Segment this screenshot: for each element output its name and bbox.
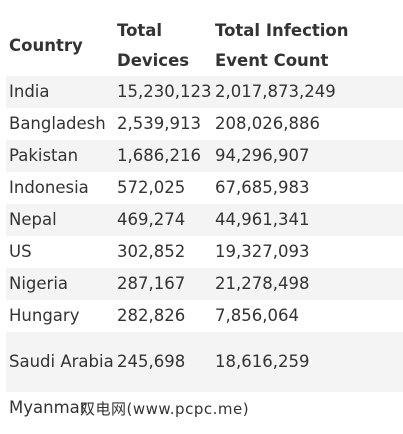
header-infection-count: Total Infection Event Count — [212, 16, 403, 76]
country-cell: Hungary — [6, 300, 114, 332]
table-row: Pakistan 1,686,216 94,296,907 — [6, 140, 403, 172]
infection-count-cell: 21,278,498 — [212, 268, 403, 300]
country-cell: Indonesia — [6, 172, 114, 204]
country-cell: Bangladesh — [6, 108, 114, 140]
table-row: Nigeria 287,167 21,278,498 — [6, 268, 403, 300]
devices-cell: 2,539,913 — [114, 108, 212, 140]
infection-count-cell: 19,327,093 — [212, 236, 403, 268]
country-cell: US — [6, 236, 114, 268]
devices-cell: 245,698 — [114, 332, 212, 392]
infection-count-cell: 44,961,341 — [212, 204, 403, 236]
table-row: Bangladesh 2,539,913 208,026,886 — [6, 108, 403, 140]
header-total-devices: Total Devices — [114, 16, 212, 76]
infection-count-cell: 208,026,886 — [212, 108, 403, 140]
devices-cell: 1,686,216 — [114, 140, 212, 172]
table-row: India 15,230,123 2,017,873,249 — [6, 76, 403, 108]
country-cell: Myanmar — [6, 392, 114, 424]
site-watermark: 双电网(www.pcpc.me) — [80, 400, 250, 418]
devices-cell: 302,852 — [114, 236, 212, 268]
devices-cell: 282,826 — [114, 300, 212, 332]
table-row: Saudi Arabia 245,698 18,616,259 — [6, 332, 403, 392]
header-country: Country — [6, 16, 114, 76]
country-cell: Saudi Arabia — [6, 332, 114, 392]
infection-count-cell — [212, 392, 403, 424]
table-row: Indonesia 572,025 67,685,983 — [6, 172, 403, 204]
country-cell: Pakistan — [6, 140, 114, 172]
table-header-row: Country Total Devices Total Infection Ev… — [6, 16, 403, 76]
table-row: Hungary 282,826 7,856,064 — [6, 300, 403, 332]
infection-count-cell: 18,616,259 — [212, 332, 403, 392]
country-cell: India — [6, 76, 114, 108]
country-cell: Nepal — [6, 204, 114, 236]
table-row: US 302,852 19,327,093 — [6, 236, 403, 268]
infection-count-cell: 67,685,983 — [212, 172, 403, 204]
devices-cell: 469,274 — [114, 204, 212, 236]
infection-count-cell: 7,856,064 — [212, 300, 403, 332]
infection-count-cell: 94,296,907 — [212, 140, 403, 172]
table-row: Myanmar — [6, 392, 403, 424]
devices-cell: 287,167 — [114, 268, 212, 300]
devices-cell: 572,025 — [114, 172, 212, 204]
infection-count-cell: 2,017,873,249 — [212, 76, 403, 108]
table-row: Nepal 469,274 44,961,341 — [6, 204, 403, 236]
country-cell: Nigeria — [6, 268, 114, 300]
infection-table: Country Total Devices Total Infection Ev… — [6, 16, 403, 424]
devices-cell — [114, 392, 212, 424]
devices-cell: 15,230,123 — [114, 76, 212, 108]
